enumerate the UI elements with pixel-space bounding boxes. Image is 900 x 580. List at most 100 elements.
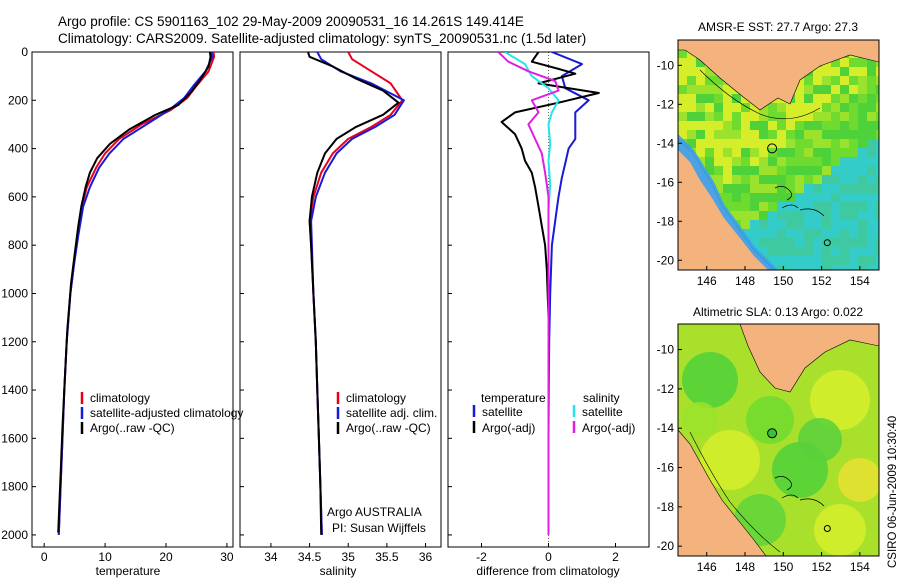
- sst-map-cell: [777, 247, 786, 256]
- sst-map-cell: [858, 121, 867, 130]
- sst-map-cell: [822, 265, 831, 270]
- sst-map-cell: [705, 112, 714, 121]
- difference-legend-sal-argo: Argo(-adj): [582, 421, 635, 435]
- sst-map-cell: [876, 247, 879, 256]
- sst-map-cell: [804, 238, 813, 247]
- sst-map-cell: [741, 175, 750, 184]
- sst-map-cell: [732, 103, 741, 112]
- temperature-ytick-label: 1600: [1, 431, 28, 445]
- sst-map-cell: [732, 112, 741, 121]
- sst-map-cell: [714, 103, 723, 112]
- temperature-xtick-label: 10: [98, 550, 112, 564]
- sst-map-cell: [849, 202, 858, 211]
- sst-map-cell: [732, 166, 741, 175]
- difference-series-temperature-satellite: [547, 52, 590, 535]
- sst-map-cell: [831, 112, 840, 121]
- sst-map-cell: [687, 85, 696, 94]
- sst-map-cell: [750, 238, 759, 247]
- sst-map-cell: [759, 238, 768, 247]
- sst-map-cell: [813, 211, 822, 220]
- sst-map-cell: [705, 166, 714, 175]
- sst-map-cell: [741, 157, 750, 166]
- sst-map-cell: [777, 220, 786, 229]
- sst-map-cell: [723, 121, 732, 130]
- sst-map-cell: [840, 58, 849, 67]
- difference-panel: -2 0 2 difference from climatology tempera…: [447, 51, 650, 578]
- sst-map-cell: [840, 148, 849, 157]
- sst-map-cell: [813, 202, 822, 211]
- sst-map-cell: [795, 166, 804, 175]
- sst-map-cell: [759, 184, 768, 193]
- sst-map-cell: [831, 103, 840, 112]
- sst-map-cell: [696, 85, 705, 94]
- sst-map-cell: [831, 67, 840, 76]
- sst-map-cell: [876, 67, 879, 76]
- sst-map-cell: [804, 130, 813, 139]
- salinity-lines: [307, 52, 405, 535]
- sla-map-xtick-label: 146: [697, 560, 717, 574]
- sst-map-cell: [867, 256, 876, 265]
- sst-map-cell: [822, 130, 831, 139]
- difference-xtick-label: 2: [612, 550, 619, 564]
- sst-map-cell: [858, 211, 867, 220]
- sst-map-cell: [759, 121, 768, 130]
- sst-map-cell: [750, 157, 759, 166]
- sst-map-cell: [876, 112, 879, 121]
- sst-map-cell: [867, 211, 876, 220]
- sst-map-cell: [687, 121, 696, 130]
- sst-map-cell: [723, 103, 732, 112]
- sst-map-cell: [777, 184, 786, 193]
- sst-map-cell: [687, 58, 696, 67]
- sst-map-cell: [750, 103, 759, 112]
- sst-map-cell: [867, 175, 876, 184]
- sst-map-cell: [822, 121, 831, 130]
- sst-map-cell: [876, 157, 879, 166]
- sst-png-land: [678, 40, 879, 111]
- sst-map-cell: [858, 265, 867, 270]
- sst-map-cell: [876, 229, 879, 238]
- sst-map-cell: [822, 85, 831, 94]
- sst-map-cell: [714, 157, 723, 166]
- footer-stamp: CSIRO 06-Jun-2009 10:30:40: [887, 416, 899, 568]
- sst-map-cell: [813, 238, 822, 247]
- sst-map-cell: [687, 139, 696, 148]
- sst-map-cell: [741, 148, 750, 157]
- sst-map-panel: AMSR-E SST: 27.7 Argo: 27.3 146 148 150 152…: [657, 20, 880, 288]
- sst-map-cell: [849, 85, 858, 94]
- sst-map-cell: [849, 220, 858, 229]
- sst-map-cell: [804, 166, 813, 175]
- salinity-annotation-line-2: PI: Susan Wijffels: [332, 521, 426, 535]
- sst-map-cell: [696, 112, 705, 121]
- sst-map-cell: [813, 148, 822, 157]
- sst-map-ytick-label: -16: [657, 175, 675, 189]
- sst-map-cell: [867, 148, 876, 157]
- sst-map-cell: [777, 238, 786, 247]
- sst-map-cell: [831, 166, 840, 175]
- sst-map-cell: [786, 139, 795, 148]
- difference-xtick-label: -2: [476, 550, 487, 564]
- sst-map-cell: [804, 112, 813, 121]
- sst-map-cell: [795, 202, 804, 211]
- sst-map-cell: [741, 112, 750, 121]
- sst-map-cell: [759, 193, 768, 202]
- sla-map-field: [678, 324, 879, 556]
- sla-map-axes: 146 148 150 152 154 -10 -12 -14 -16 -18 -20: [657, 343, 871, 574]
- sst-map-cell: [804, 247, 813, 256]
- sst-map-cell: [831, 202, 840, 211]
- sst-map-cell: [849, 247, 858, 256]
- temperature-ytick-label: 1200: [1, 335, 28, 349]
- difference-legend-temp-sat: satellite: [482, 405, 523, 419]
- sst-map-cell: [831, 94, 840, 103]
- salinity-xtick-label: 35.5: [375, 550, 399, 564]
- sst-map-cell: [813, 103, 822, 112]
- temperature-panel: 0 200 400 600 800 1000 1200 1400 1600 1800 2000 0 1…: [1, 45, 243, 578]
- sst-map-cell: [804, 139, 813, 148]
- sst-map-cell: [858, 202, 867, 211]
- sst-map-cell: [768, 184, 777, 193]
- sst-map-cell: [867, 220, 876, 229]
- sst-map-cell: [786, 256, 795, 265]
- sst-map-cell: [822, 166, 831, 175]
- sst-map-cell: [750, 211, 759, 220]
- sst-map-cell: [867, 265, 876, 270]
